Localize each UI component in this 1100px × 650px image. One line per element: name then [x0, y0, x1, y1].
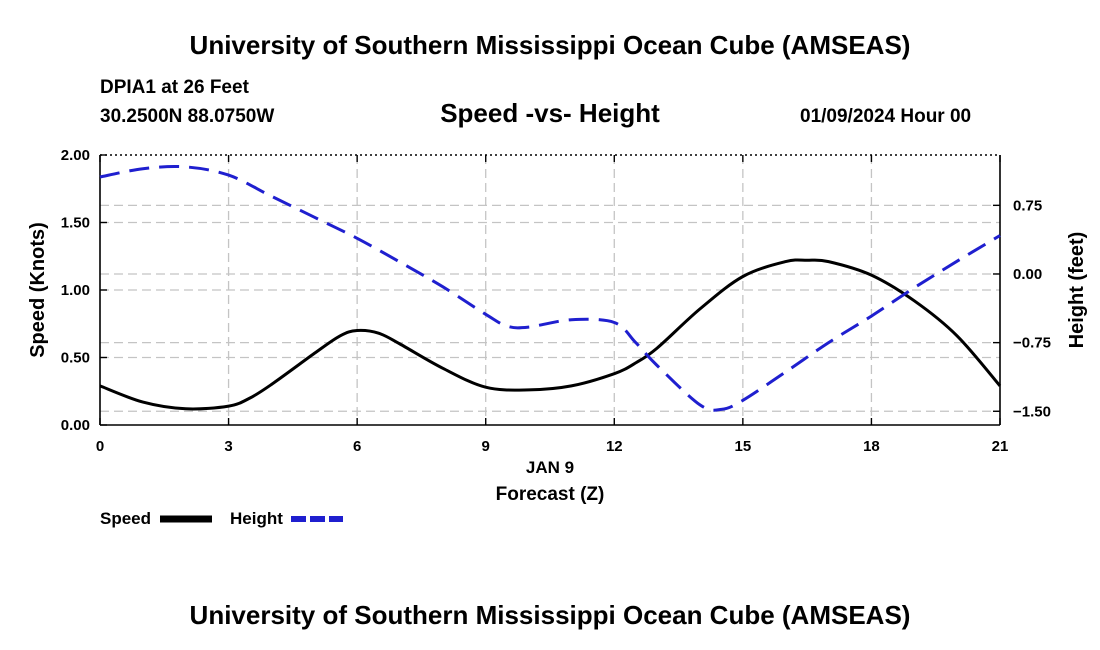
y2-tick-label: −1.50: [1013, 403, 1051, 420]
y2-tick-label: 0.00: [1013, 266, 1042, 283]
y-tick-label: 1.00: [61, 282, 90, 299]
y-tick-label: 0.00: [61, 417, 90, 434]
x-axis-label: Forecast (Z): [496, 484, 605, 505]
station-label: DPIA1 at 26 Feet: [100, 77, 249, 98]
x-tick-label: 9: [482, 438, 490, 455]
coordinates-label: 30.2500N 88.0750W: [100, 106, 275, 127]
y2-axis-label: Height (feet): [1066, 232, 1088, 349]
date-label: 01/09/2024 Hour 00: [800, 106, 972, 127]
y2-tick-label: −0.75: [1013, 335, 1051, 352]
legend-height-label: Height: [230, 509, 283, 528]
x-tick-label: 15: [735, 438, 752, 455]
y2-tick-label: 0.75: [1013, 197, 1042, 214]
legend-speed-label: Speed: [100, 509, 151, 528]
x-tick-label: 6: [353, 438, 361, 455]
x-tick-label: 12: [606, 438, 623, 455]
x-tick-label: 21: [992, 438, 1009, 455]
footer-title: University of Southern Mississippi Ocean…: [189, 600, 911, 630]
main-title: University of Southern Mississippi Ocean…: [189, 30, 911, 60]
y-axis-label: Speed (Knots): [27, 222, 49, 358]
y-tick-label: 1.50: [61, 215, 90, 232]
x-tick-label: 18: [863, 438, 880, 455]
height-series-line: [99, 164, 1001, 412]
x-date-label: JAN 9: [526, 458, 574, 477]
chart-title: Speed -vs- Height: [440, 98, 660, 128]
speed-series-line: [99, 258, 1002, 411]
x-tick-label: 0: [96, 438, 104, 455]
y-tick-label: 0.50: [61, 350, 90, 367]
x-tick-label: 3: [224, 438, 232, 455]
y-tick-label: 2.00: [61, 147, 90, 164]
